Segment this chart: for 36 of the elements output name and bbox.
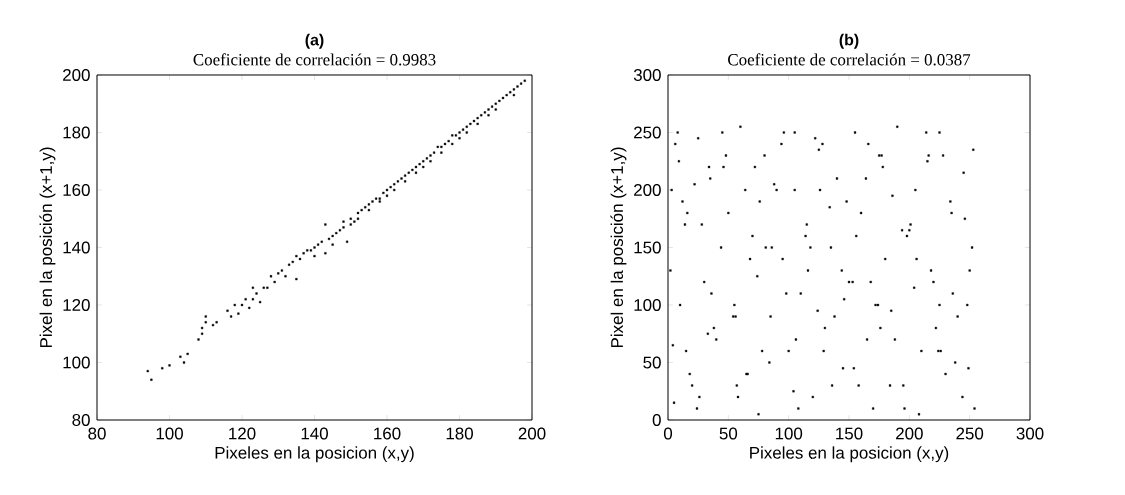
y-tick-label: 80 [72,414,90,426]
y-tick-label: 100 [63,356,90,369]
y-tick-label: 200 [634,184,661,196]
x-tick-label: 120 [229,427,256,440]
chart-title: (a) [305,33,324,49]
x-tick-label: 140 [301,427,328,440]
y-tick-label: 300 [633,69,661,81]
y-tick-label: 160 [63,184,90,196]
y-tick-label: 150 [634,241,661,254]
x-tick-label: 100 [156,427,183,440]
chart-title: (b) [839,33,859,49]
y-tick-label: 120 [63,299,90,311]
x-tick-label: 300 [1016,427,1044,440]
y-tick-label: 100 [634,299,661,311]
x-tick-label: 200 [518,427,546,440]
x-tick-label: 150 [836,427,863,440]
x-axis-title: Pixeles en la posicion (x,y) [750,446,949,463]
y-axis-title: Pixel en la posición (x+1,y) [610,147,627,348]
x-tick-label: 200 [896,427,923,440]
chart-subtitle: Coeficiente de correlación = 0.0387 [728,53,971,66]
y-tick-label: 200 [63,69,90,81]
y-axis-title: Pixel en la posición (x+1,y) [39,147,56,348]
x-tick-label: 180 [446,427,473,440]
y-tick-label: 250 [634,126,661,139]
x-tick-label: 250 [956,427,984,440]
x-tick-label: 50 [719,427,738,440]
y-tick-label: 0 [652,414,661,426]
x-axis-title: Pixeles en la posicion (x,y) [215,446,414,463]
x-tick-label: 160 [374,427,401,440]
y-tick-label: 50 [643,356,661,369]
chart-subtitle: Coeficiente de correlación = 0.9983 [193,53,436,66]
y-tick-label: 140 [63,241,90,254]
x-tick-label: 80 [88,427,106,440]
x-tick-label: 100 [775,427,803,440]
x-tick-label: 0 [663,427,673,440]
y-tick-label: 180 [63,126,90,139]
